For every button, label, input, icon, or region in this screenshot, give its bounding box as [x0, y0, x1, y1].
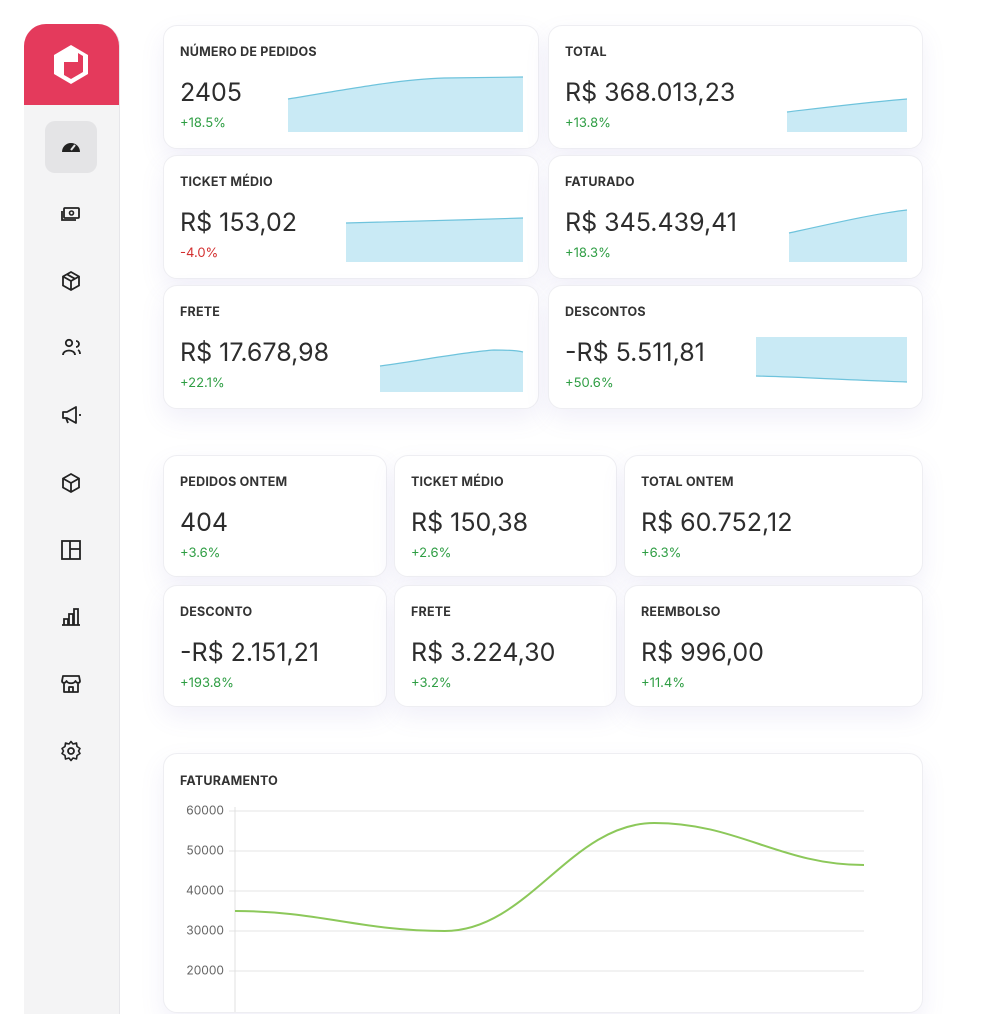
line-series — [234, 821, 865, 933]
nav-store[interactable] — [45, 658, 97, 710]
icon — [62, 142, 80, 152]
chart: 20000 30000 40000 50000 60000 — [186, 802, 865, 1012]
card-value: R$ 153,02 — [180, 208, 297, 238]
nav-inventory[interactable] — [45, 457, 97, 509]
stat-card: FRETE R$ 17.678,98 +22.1% — [163, 285, 539, 409]
sparkline-area — [346, 218, 523, 262]
sparkline — [379, 349, 524, 392]
sparkline-line — [379, 349, 524, 367]
card-value: R$ 996,00 — [641, 638, 764, 668]
card-value: -R$ 5.511,81 — [565, 338, 705, 368]
y-tick-label: 30000 — [186, 922, 224, 937]
sparkline — [755, 337, 908, 383]
stat-card: TICKET MÉDIO R$ 150,38 +2.6% — [394, 455, 617, 577]
icon — [61, 740, 81, 762]
stat-card: DESCONTO -R$ 2.151,21 +193.8% — [163, 585, 387, 707]
sparkline-line — [755, 375, 908, 383]
stat-card: DESCONTOS -R$ 5.511,81 +50.6% — [548, 285, 923, 409]
chart-card: FATURAMENTO 20000 30000 40000 50000 60000 — [163, 753, 923, 1013]
sidebar — [24, 24, 120, 1014]
nav-reports[interactable] — [45, 591, 97, 643]
chart-title: FATURAMENTO — [180, 774, 279, 789]
card-change: +18.3% — [565, 245, 611, 261]
sparkline-area — [288, 77, 523, 132]
sparkline-area — [380, 350, 523, 392]
card-label: DESCONTOS — [565, 305, 646, 320]
y-tick-label: 50000 — [186, 842, 224, 857]
card-change: +3.6% — [180, 545, 221, 561]
card-change: +18.5% — [180, 115, 226, 131]
icon — [61, 207, 80, 221]
y-tick-label: 40000 — [186, 882, 224, 897]
card-label: FRETE — [411, 605, 452, 620]
card-label: TICKET MÉDIO — [180, 175, 273, 190]
card-value: R$ 17.678,98 — [180, 338, 330, 368]
card-change: +2.6% — [411, 545, 452, 561]
nav-products[interactable] — [45, 255, 97, 307]
y-tick-label: 60000 — [186, 802, 224, 817]
card-label: FRETE — [180, 305, 221, 320]
stat-card: FRETE R$ 3.224,30 +3.2% — [394, 585, 617, 707]
sparkline — [788, 209, 908, 262]
card-change: +6.3% — [641, 545, 682, 561]
card-value: 2405 — [180, 78, 242, 108]
sparkline-line — [786, 98, 908, 113]
card-value: R$ 3.224,30 — [411, 638, 556, 668]
sparkline-area — [787, 99, 907, 132]
card-value: R$ 60.752,12 — [641, 508, 793, 538]
icon — [62, 472, 80, 494]
icon — [61, 540, 81, 560]
stat-card: PEDIDOS ONTEM 404 +3.6% — [163, 455, 387, 577]
card-label: REEMBOLSO — [641, 605, 721, 620]
nav-marketing[interactable] — [45, 389, 97, 441]
sparkline — [786, 98, 908, 132]
sparkline-area — [756, 337, 907, 382]
sparkline-line — [788, 209, 908, 234]
dashboard: { "cards": [ {"label": "NÚMERO DE PEDIDO… — [24, 24, 923, 1014]
card-label: FATURADO — [565, 175, 635, 190]
card-value: R$ 150,38 — [411, 508, 529, 538]
nav-dashboard[interactable] — [45, 121, 97, 173]
sparkline-area — [789, 210, 907, 262]
card-label: TOTAL ONTEM — [641, 475, 734, 490]
card-change: +193.8% — [180, 675, 234, 691]
stat-card: TICKET MÉDIO R$ 153,02 -4.0% — [163, 155, 539, 279]
stat-card: FATURADO R$ 345.439,41 +18.3% — [548, 155, 923, 279]
sparkline-line — [287, 76, 524, 100]
icon — [62, 608, 80, 626]
card-value: -R$ 2.151,21 — [180, 638, 320, 668]
card-label: NÚMERO DE PEDIDOS — [180, 45, 317, 60]
card-change: +11.4% — [641, 675, 686, 691]
card-label: PEDIDOS ONTEM — [180, 475, 288, 490]
icon — [62, 270, 80, 292]
sparkline-line — [345, 217, 524, 224]
card-change: -4.0% — [180, 245, 219, 261]
card-value: R$ 368.013,23 — [565, 78, 736, 108]
sparkline — [345, 217, 524, 262]
card-label: TICKET MÉDIO — [411, 475, 504, 490]
icon — [62, 406, 81, 424]
card-change: +22.1% — [180, 375, 225, 391]
sparkline — [287, 76, 524, 132]
card-change: +50.6% — [565, 375, 614, 391]
nav-layout[interactable] — [45, 524, 97, 576]
stat-card: TOTAL ONTEM R$ 60.752,12 +6.3% — [624, 455, 923, 577]
stat-card: NÚMERO DE PEDIDOS 2405 +18.5% — [163, 25, 539, 149]
card-label: TOTAL — [565, 45, 607, 60]
logo-icon — [54, 45, 88, 84]
nav-customers[interactable] — [45, 322, 97, 374]
y-tick-label: 20000 — [186, 962, 224, 977]
nav-settings[interactable] — [45, 725, 97, 777]
nav-sales[interactable] — [45, 188, 97, 240]
card-value: R$ 345.439,41 — [565, 208, 737, 238]
card-value: 404 — [180, 508, 229, 538]
card-change: +13.8% — [565, 115, 611, 131]
icon — [62, 338, 81, 356]
card-label: DESCONTO — [180, 605, 253, 620]
card-change: +3.2% — [411, 675, 452, 691]
stat-card: TOTAL R$ 368.013,23 +13.8% — [548, 25, 923, 149]
logo[interactable] — [24, 24, 119, 105]
icon — [61, 675, 81, 693]
stat-card: REEMBOLSO R$ 996,00 +11.4% — [624, 585, 923, 707]
